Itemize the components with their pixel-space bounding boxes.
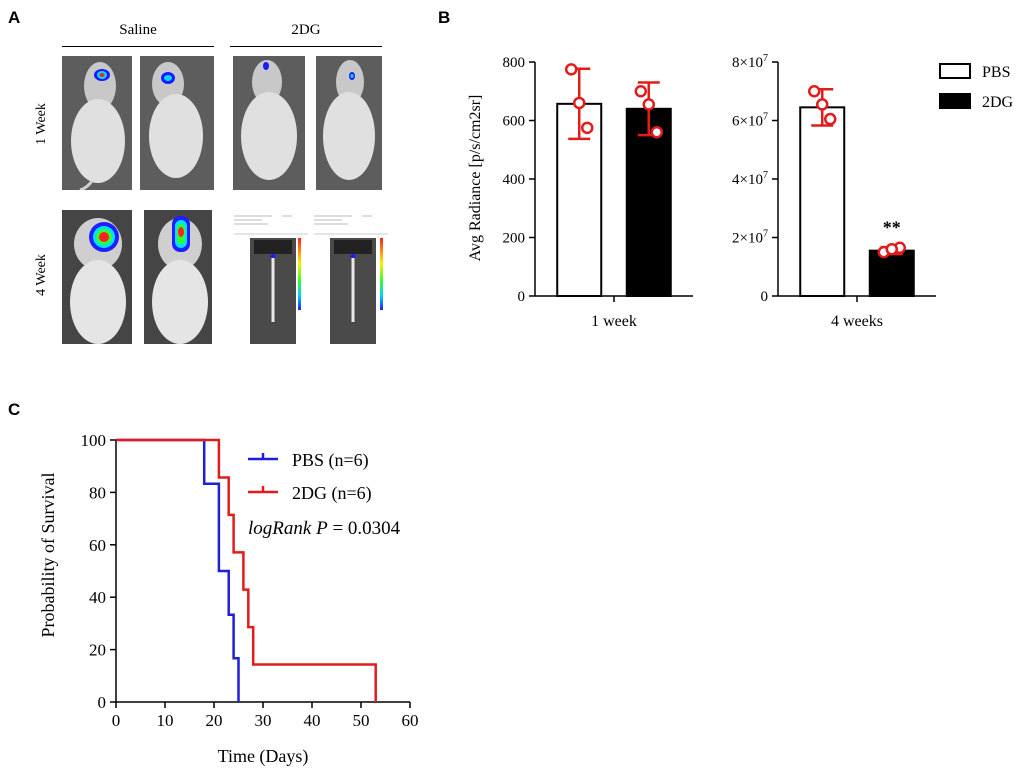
panel-label-b: B — [438, 8, 451, 27]
group-line-2dg — [230, 46, 382, 47]
mouse-image-saline-1w-2 — [140, 56, 214, 190]
logrank-stat: logRank P = 0.0304 — [248, 518, 401, 539]
bar-4weeks-y-tick-label: 2×107 — [732, 229, 768, 247]
panel-c-xlabel: Time (Days) — [218, 746, 309, 767]
panel-label-c: C — [8, 400, 21, 419]
bar-1week-y-tick-label: 200 — [503, 231, 526, 247]
survival-x-tick-label: 40 — [304, 711, 321, 730]
bar-1week-data-point — [642, 98, 656, 111]
bar-1week-data-point — [634, 85, 648, 98]
bar-1week-x-label: 1 week — [591, 313, 637, 330]
legend-swatch-pbs — [939, 63, 971, 79]
bar-1week-y-tick-label: 800 — [503, 55, 526, 71]
bar-1week-y-tick-label: 400 — [503, 172, 526, 188]
bar-1week-bar-2dg — [625, 107, 672, 297]
survival-x-tick-label: 10 — [157, 711, 174, 730]
survival-y-tick-label: 80 — [89, 483, 106, 502]
survival-x-tick-label: 20 — [206, 711, 223, 730]
mouse-image-2dg-1w-1 — [233, 56, 305, 190]
significance-marker: ** — [883, 218, 901, 238]
mouse-image-saline-4w-1 — [62, 210, 132, 344]
panel-b-chart: Avg Radiance [p/s/cm2sr] 0 200 400 600 800 1 … — [467, 53, 1014, 330]
bar-4weeks-bar-pbs — [799, 106, 846, 298]
bar-4weeks-bar-2dg — [868, 249, 915, 298]
mouse-image-saline-1w-1 — [62, 56, 132, 190]
bar-1week-data-point — [580, 121, 594, 135]
survival-x-tick-label: 30 — [255, 711, 272, 730]
panel-label-a: A — [8, 8, 21, 27]
survival-y-tick-label: 40 — [89, 588, 106, 607]
bar-1week-y-tick-label: 600 — [503, 114, 526, 130]
bar-4weeks-x-label: 4 weeks — [831, 313, 883, 330]
bar-1week-data-point — [564, 63, 578, 76]
survival-y-tick-label: 20 — [89, 641, 106, 660]
bar-4weeks-y-tick-label: 4×107 — [732, 170, 768, 188]
bar-4weeks-data-point — [815, 98, 829, 111]
bar-4weeks-data-point — [807, 85, 821, 98]
group-label-2dg: 2DG — [291, 22, 321, 38]
bar-1week-data-point — [650, 125, 664, 139]
logrank-value: = 0.0304 — [328, 518, 401, 539]
survival-y-tick-label: 0 — [98, 693, 107, 712]
mouse-image-2dg-4w-2 — [312, 212, 390, 346]
legend-label-2dg-n6: 2DG (n=6) — [292, 483, 372, 504]
survival-x-tick-label: 60 — [402, 711, 419, 730]
bar-4weeks-y-tick-label: 8×107 — [732, 53, 768, 71]
bar-1week-data-point — [572, 96, 586, 110]
bar-4weeks-data-point — [885, 242, 899, 256]
mouse-image-2dg-1w-2 — [316, 56, 382, 190]
legend-label-2dg: 2DG — [982, 94, 1014, 111]
survival-y-tick-label: 100 — [81, 431, 107, 450]
logrank-label: logRank P — [248, 518, 328, 539]
survival-curve-2dg — [116, 438, 377, 702]
bar-4weeks-data-point — [823, 112, 837, 126]
panel-b-ylabel: Avg Radiance [p/s/cm2sr] — [467, 95, 484, 262]
survival-x-tick-label: 0 — [112, 711, 121, 730]
survival-y-tick-label: 60 — [89, 536, 106, 555]
panel-c-chart: Probability of Survival Time (Days) 0 20 4… — [38, 431, 419, 767]
bar-4weeks-y-tick-label: 6×107 — [732, 112, 768, 130]
survival-x-tick-label: 50 — [353, 711, 370, 730]
group-label-saline: Saline — [119, 22, 157, 38]
mouse-image-2dg-4w-1 — [232, 212, 310, 346]
bar-4weeks-y-tick-label: 0 — [761, 289, 769, 305]
survival-curve-pbs — [116, 438, 240, 702]
legend-label-pbs: PBS — [982, 64, 1010, 81]
mouse-image-saline-4w-2 — [144, 210, 212, 344]
bar-1week-y-tick-label: 0 — [518, 289, 526, 305]
legend-label-pbs-n6: PBS (n=6) — [292, 450, 369, 471]
legend-swatch-2dg — [939, 93, 971, 109]
group-line-saline — [62, 46, 214, 47]
panel-c-ylabel: Probability of Survival — [38, 473, 58, 638]
